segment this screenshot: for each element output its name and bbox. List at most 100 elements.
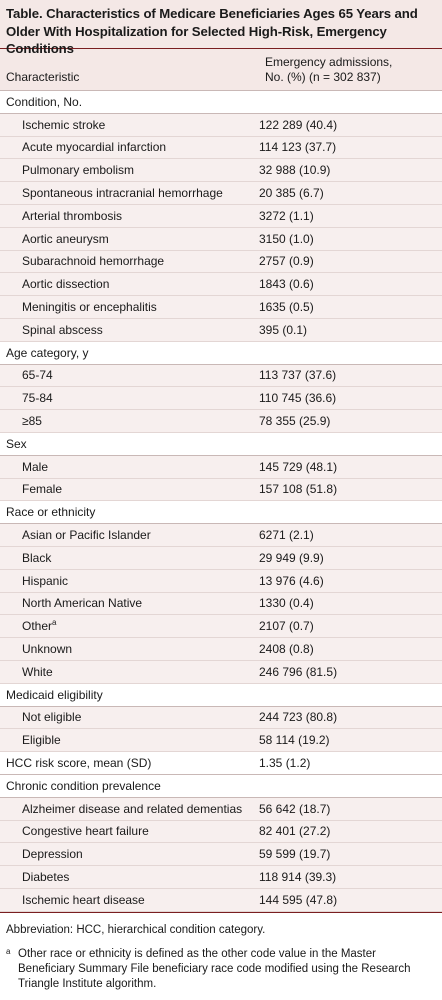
row-label: Ischemic heart disease — [0, 893, 259, 907]
table-row: Spontaneous intracranial hemorrhage 20 38… — [0, 182, 442, 205]
row-label-text: Aortic dissection — [22, 277, 110, 292]
row-label: HCC risk score, mean (SD) — [0, 756, 259, 770]
row-value: 144 595 (47.8) — [259, 892, 338, 907]
row-label: 65-74 — [0, 368, 259, 382]
row-value: 1.35 (1.2) — [259, 756, 311, 770]
row-label: Ischemic stroke — [0, 118, 259, 132]
row-label-text: Chronic condition prevalence — [6, 778, 161, 793]
row-label-text: Spontaneous intracranial hemorrhage — [22, 186, 223, 201]
table-title: Table. Characteristics of Medicare Benef… — [6, 6, 418, 56]
table-row: Meningitis or encephalitis 1635 (0.5) — [0, 296, 442, 319]
row-label: Subarachnoid hemorrhage — [0, 254, 259, 268]
row-label-text: Depression — [22, 847, 83, 862]
table-header: Characteristic Emergency admissions, No.… — [0, 49, 442, 91]
row-label-text: Male — [22, 459, 49, 474]
table-row: Depression 59 599 (19.7) — [0, 843, 442, 867]
row-label: Aortic dissection — [0, 277, 259, 291]
row-label-text: Sex — [6, 436, 27, 451]
row-label-text: Diabetes — [22, 869, 70, 884]
table-row: North American Native 1330 (0.4) — [0, 592, 442, 616]
row-value: 13 976 (4.6) — [259, 573, 324, 588]
row-label-text: Medicaid eligibility — [6, 687, 103, 702]
row-label: Condition, No. — [0, 95, 259, 109]
row-label: Medicaid eligibility — [0, 688, 259, 702]
category-row: Medicaid eligibility — [0, 683, 442, 707]
header-characteristic: Characteristic — [6, 70, 80, 84]
table-row: Pulmonary embolism 32 988 (10.9) — [0, 159, 442, 183]
row-label: Asian or Pacific Islander — [0, 528, 259, 542]
row-label-text: Arterial thrombosis — [22, 208, 123, 223]
table-row: White 246 796 (81.5) — [0, 660, 442, 684]
row-label: Pulmonary embolism — [0, 163, 259, 177]
table-row: Spinal abscess 395 (0.1) — [0, 318, 442, 342]
row-label-text: Ischemic heart disease — [22, 892, 145, 907]
table-row: ≥85 78 355 (25.9) — [0, 410, 442, 433]
category-row: Condition, No. — [0, 91, 442, 114]
row-value: 1843 (0.6) — [259, 277, 314, 292]
row-value: 82 401 (27.2) — [259, 824, 331, 839]
footnote-a-text: Other race or ethnicity is defined as th… — [18, 947, 411, 990]
row-label: Chronic condition prevalence — [0, 779, 259, 793]
row-label-text: Congestive heart failure — [22, 824, 149, 839]
row-label: Male — [0, 460, 259, 474]
row-label: Aortic aneurysm — [0, 232, 259, 246]
row-label: Female — [0, 482, 259, 496]
table-row: Ischemic heart disease 144 595 (47.8) — [0, 888, 442, 912]
row-label-text: Meningitis or encephalitis — [22, 300, 157, 315]
category-row: Sex — [0, 432, 442, 456]
row-label: Spontaneous intracranial hemorrhage — [0, 186, 259, 200]
row-value: 118 914 (39.3) — [259, 869, 337, 884]
row-label-text: Ischemic stroke — [22, 117, 106, 132]
table-row: Hispanic 13 976 (4.6) — [0, 569, 442, 593]
category-row: Chronic condition prevalence — [0, 774, 442, 798]
row-label: Othera — [0, 619, 259, 634]
row-label-text: 75-84 — [22, 391, 53, 406]
footnote-abbreviation: Abbreviation: HCC, hierarchical conditio… — [6, 923, 266, 936]
footnote-a-mark: a — [6, 946, 11, 956]
row-label-text: White — [22, 664, 53, 679]
row-value: 122 289 (40.4) — [259, 117, 338, 132]
table-row: Diabetes 118 914 (39.3) — [0, 866, 442, 889]
row-label: Diabetes — [0, 870, 259, 884]
footnote-a: a Other race or ethnicity is defined as … — [6, 947, 436, 992]
row-value: 244 723 (80.8) — [259, 710, 338, 725]
row-label-text: Pulmonary embolism — [22, 163, 135, 178]
row-label: Spinal abscess — [0, 323, 259, 337]
table-row: Ischemic stroke 122 289 (40.4) — [0, 113, 442, 137]
row-value: 58 114 (19.2) — [259, 733, 330, 748]
row-label: Hispanic — [0, 574, 259, 588]
row-label-text: Not eligible — [22, 710, 82, 725]
table-row: Asian or Pacific Islander 6271 (2.1) — [0, 524, 442, 547]
row-label-text: Female — [22, 482, 63, 497]
row-label-text: HCC risk score, mean (SD) — [6, 756, 152, 770]
row-value: 56 642 (18.7) — [259, 801, 331, 816]
table-bottom-rule — [0, 911, 442, 913]
row-label-text: ≥85 — [22, 414, 42, 429]
table-row: Aortic aneurysm 3150 (1.0) — [0, 227, 442, 251]
row-label: Age category, y — [0, 346, 259, 360]
footnotes: Abbreviation: HCC, hierarchical conditio… — [0, 913, 442, 992]
row-label-text: 65-74 — [22, 368, 53, 383]
row-value: 246 796 (81.5) — [259, 664, 338, 679]
row-label: Meningitis or encephalitis — [0, 300, 259, 314]
row-label-text: Hispanic — [22, 573, 69, 588]
row-value: 32 988 (10.9) — [259, 163, 331, 178]
row-value: 20 385 (6.7) — [259, 186, 324, 201]
row-value: 29 949 (9.9) — [259, 550, 324, 565]
row-label-text: Race or ethnicity — [6, 505, 96, 520]
row-label-text: Spinal abscess — [22, 322, 103, 337]
row-value: 78 355 (25.9) — [259, 414, 331, 429]
row-value: 1635 (0.5) — [259, 300, 314, 315]
table-row: Male 145 729 (48.1) — [0, 455, 442, 479]
row-value: 145 729 (48.1) — [259, 459, 338, 474]
row-label-text: Aortic aneurysm — [22, 231, 109, 246]
table-body: Condition, No. Ischemic stroke 122 289 (40… — [0, 91, 442, 912]
row-value: 1330 (0.4) — [259, 596, 314, 611]
row-label-text: Asian or Pacific Islander — [22, 528, 151, 543]
table-row: Female 157 108 (51.8) — [0, 478, 442, 502]
table-row: 65-74 113 737 (37.6) — [0, 364, 442, 388]
table-row: Alzheimer disease and related dementias 5… — [0, 797, 442, 821]
table-row: Black 29 949 (9.9) — [0, 546, 442, 570]
header-col2-line2: No. (%) (n = 302 837) — [265, 70, 381, 84]
table-row: Arterial thrombosis 3272 (1.1) — [0, 204, 442, 228]
